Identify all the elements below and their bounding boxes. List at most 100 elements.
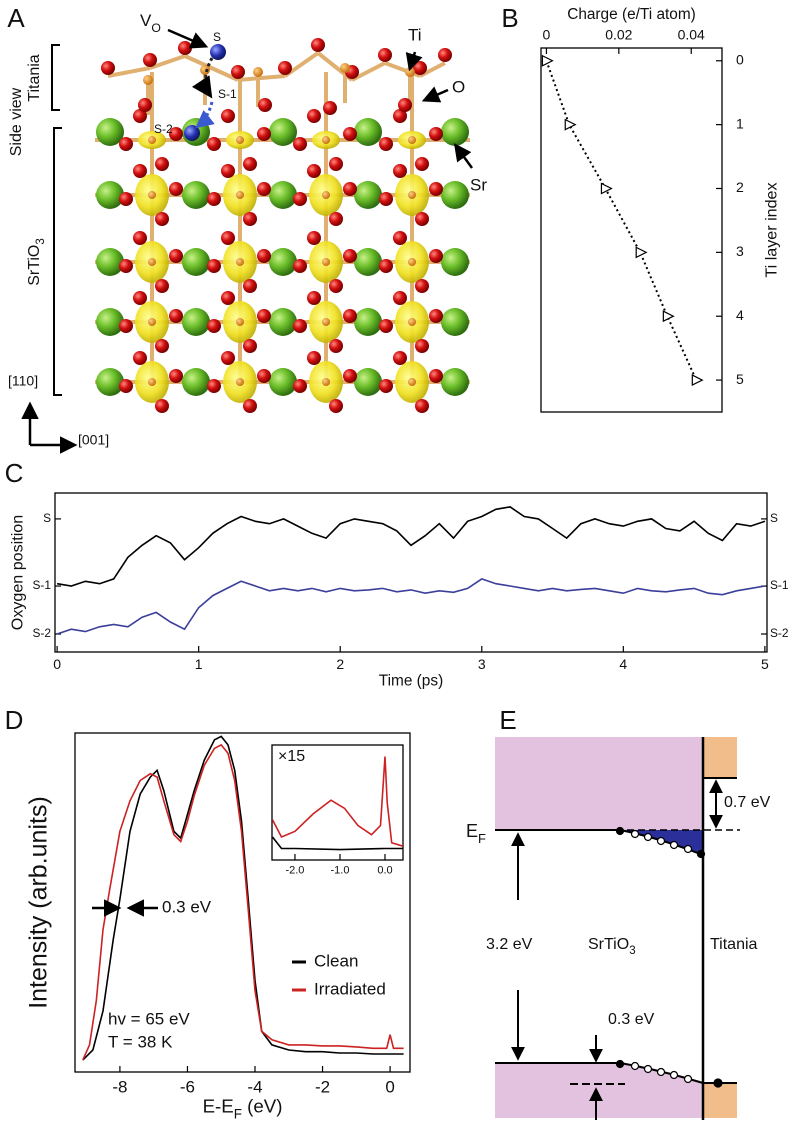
- band-label: 0.3 eV: [608, 1011, 655, 1028]
- ti-atom: [322, 318, 330, 326]
- y-tick-label: 1: [736, 115, 744, 131]
- pointer-arrow: [167, 28, 209, 49]
- o-atom: [293, 319, 307, 333]
- structure-label-part: O: [151, 21, 161, 35]
- o-atom: [379, 192, 393, 206]
- sr-atom: [182, 308, 210, 336]
- sr-atom: [441, 181, 469, 209]
- x-axis-label: Time (ps): [379, 672, 443, 689]
- sr-atom: [269, 368, 297, 396]
- ti-atom: [148, 258, 156, 266]
- band-diagram-panel: [495, 737, 740, 1120]
- panel-label: D: [5, 705, 24, 735]
- o-atom: [243, 399, 257, 413]
- y-tick-label: 5: [736, 371, 744, 387]
- bond: [149, 54, 186, 70]
- x-tick-label: 0: [543, 27, 551, 43]
- sr-atom: [269, 308, 297, 336]
- o-atom: [257, 182, 271, 196]
- y-tick-label: S-2: [770, 626, 789, 640]
- x-tick-label: -2: [315, 1078, 330, 1097]
- o-atom: [133, 231, 147, 245]
- x-tick-label: -2.0: [285, 864, 304, 876]
- y-axis-label: Intensity (arb.units): [25, 796, 53, 1009]
- o-atom: [415, 339, 429, 353]
- vacancy-site: [184, 125, 200, 141]
- ti-atom: [148, 378, 156, 386]
- x-tick-label: -8: [112, 1078, 127, 1097]
- o-atom: [393, 164, 407, 178]
- sr-atom: [96, 368, 124, 396]
- bond: [237, 74, 286, 82]
- o-atom: [119, 192, 133, 206]
- o-atom: [207, 192, 221, 206]
- o-atom: [307, 291, 321, 305]
- sr-atom: [354, 368, 382, 396]
- x-tick-label: 0: [53, 656, 61, 672]
- y-tick-label: 0: [736, 51, 744, 67]
- x-axis-label-part: (eV): [242, 1096, 283, 1117]
- ti-atom: [148, 136, 156, 144]
- o-atom: [429, 249, 443, 263]
- o-atom: [207, 137, 221, 151]
- x-tick-label: 4: [619, 656, 627, 672]
- y-tick-label: S-1: [770, 578, 789, 592]
- ti-atom: [408, 378, 416, 386]
- x-tick-label: 0.0: [377, 864, 392, 876]
- ti-atom: [236, 318, 244, 326]
- o-atom: [413, 61, 427, 75]
- o-atom: [379, 319, 393, 333]
- o-atom: [231, 65, 245, 79]
- o-atom: [293, 259, 307, 273]
- sr-atom: [96, 248, 124, 276]
- y-tick-label: S-1: [32, 578, 51, 592]
- o-atom: [243, 279, 257, 293]
- ti-atom: [408, 191, 416, 199]
- sr-atom: [354, 248, 382, 276]
- ti-atom: [340, 63, 350, 73]
- sr-atom: [354, 181, 382, 209]
- ti-atom: [405, 67, 415, 77]
- o-atom: [221, 351, 235, 365]
- x-tick-label: -6: [180, 1078, 195, 1097]
- o-atom: [429, 369, 443, 383]
- o-atom: [398, 98, 412, 112]
- x-axis-label-part: F: [234, 1107, 242, 1122]
- o-atom: [138, 98, 152, 112]
- sr-atom: [441, 118, 469, 146]
- titania-vb: [703, 1083, 737, 1118]
- x-axis-label-part: E-E: [203, 1096, 234, 1117]
- pointer-arrow: [405, 51, 423, 72]
- legend-label: Clean: [314, 951, 358, 970]
- ti-atom: [236, 258, 244, 266]
- data-point: [635, 246, 648, 259]
- data-line: [545, 60, 698, 381]
- ti-atom: [322, 378, 330, 386]
- o-atom: [221, 109, 235, 123]
- o-atom: [133, 351, 147, 365]
- annotation: hv = 65 eV: [108, 1009, 190, 1028]
- o-atom: [243, 157, 257, 171]
- bond: [419, 61, 446, 78]
- o-atom: [393, 109, 407, 123]
- data-line: [271, 836, 403, 851]
- y-tick-label: 4: [736, 307, 744, 323]
- o-atom: [429, 127, 443, 141]
- data-line: [82, 735, 404, 1061]
- y-tick-label: S: [43, 511, 51, 525]
- data-line: [56, 506, 766, 587]
- o-atom: [429, 309, 443, 323]
- electron-pocket: [620, 830, 703, 855]
- plot-frame: [271, 744, 404, 861]
- structure-label: O: [452, 77, 465, 96]
- structure-label: [001]: [78, 432, 109, 448]
- sr-atom: [441, 368, 469, 396]
- x-tick-label: 0.04: [678, 27, 705, 43]
- ti-atom: [236, 378, 244, 386]
- pointer-arrow: [421, 86, 449, 103]
- structure-panel: [21, 28, 474, 454]
- o-atom: [155, 279, 169, 293]
- y-tick-label: 2: [736, 179, 744, 195]
- o-atom: [438, 48, 452, 62]
